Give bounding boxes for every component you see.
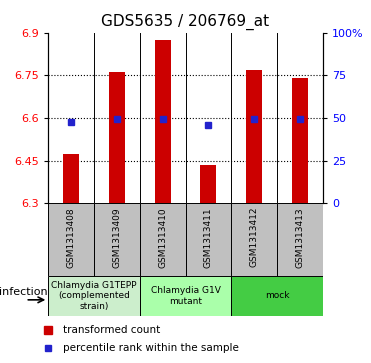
Bar	[231, 203, 277, 276]
Bar	[63, 154, 79, 203]
Text: GSM1313412: GSM1313412	[250, 207, 259, 268]
Bar	[231, 276, 323, 316]
Bar	[186, 203, 231, 276]
Text: Chlamydia G1TEPP
(complemented
strain): Chlamydia G1TEPP (complemented strain)	[51, 281, 137, 311]
Bar	[140, 276, 231, 316]
Bar	[48, 203, 94, 276]
Text: mock: mock	[265, 291, 289, 300]
Bar	[155, 40, 171, 203]
Text: GSM1313413: GSM1313413	[295, 207, 304, 268]
Bar	[200, 165, 216, 203]
Text: GSM1313408: GSM1313408	[67, 207, 76, 268]
Bar	[48, 276, 140, 316]
Text: GSM1313411: GSM1313411	[204, 207, 213, 268]
Bar	[109, 73, 125, 203]
Bar	[140, 203, 186, 276]
Bar	[292, 78, 308, 203]
Bar	[94, 203, 140, 276]
Text: GSM1313410: GSM1313410	[158, 207, 167, 268]
Text: GSM1313409: GSM1313409	[112, 207, 121, 268]
Title: GDS5635 / 206769_at: GDS5635 / 206769_at	[101, 14, 270, 30]
Text: percentile rank within the sample: percentile rank within the sample	[63, 343, 239, 353]
Text: infection: infection	[0, 287, 47, 297]
Bar	[246, 70, 262, 203]
Bar	[277, 203, 323, 276]
Text: Chlamydia G1V
mutant: Chlamydia G1V mutant	[151, 286, 220, 306]
Text: transformed count: transformed count	[63, 325, 160, 335]
